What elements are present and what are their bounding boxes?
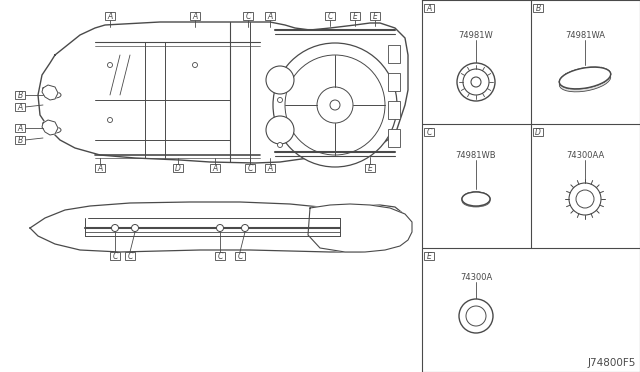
FancyBboxPatch shape: [235, 252, 245, 260]
Circle shape: [330, 100, 340, 110]
Text: E: E: [372, 12, 378, 21]
Text: J74800F5: J74800F5: [588, 358, 636, 368]
Circle shape: [266, 116, 294, 144]
Circle shape: [466, 306, 486, 326]
Bar: [388, 73, 400, 91]
Circle shape: [108, 62, 113, 67]
Text: C: C: [327, 12, 333, 21]
Polygon shape: [42, 120, 58, 135]
Text: B: B: [536, 4, 541, 13]
Text: A: A: [193, 12, 198, 21]
FancyBboxPatch shape: [533, 4, 543, 12]
Text: A: A: [17, 124, 22, 133]
FancyBboxPatch shape: [15, 103, 25, 111]
Polygon shape: [30, 202, 405, 252]
Ellipse shape: [559, 67, 611, 89]
Text: 74981W: 74981W: [459, 32, 493, 41]
Circle shape: [131, 224, 138, 231]
Circle shape: [111, 224, 118, 231]
Circle shape: [266, 66, 294, 94]
Circle shape: [216, 224, 223, 231]
FancyBboxPatch shape: [365, 164, 375, 172]
Circle shape: [463, 69, 489, 95]
Circle shape: [285, 55, 385, 155]
FancyBboxPatch shape: [15, 91, 25, 99]
FancyBboxPatch shape: [265, 12, 275, 20]
Text: 74300A: 74300A: [460, 273, 492, 282]
Text: A: A: [268, 164, 273, 173]
Circle shape: [569, 183, 601, 215]
Text: C: C: [245, 12, 251, 21]
Text: C: C: [112, 252, 118, 261]
Text: A: A: [108, 12, 113, 21]
FancyBboxPatch shape: [424, 4, 434, 12]
Text: C: C: [218, 252, 223, 261]
FancyBboxPatch shape: [15, 136, 25, 144]
FancyBboxPatch shape: [424, 252, 434, 260]
Text: A: A: [426, 4, 431, 13]
FancyBboxPatch shape: [424, 128, 434, 136]
Text: A: A: [97, 164, 102, 173]
Polygon shape: [308, 204, 412, 252]
FancyBboxPatch shape: [110, 252, 120, 260]
Bar: [388, 45, 400, 63]
Text: A: A: [268, 12, 273, 21]
Text: C: C: [426, 128, 432, 137]
Text: E: E: [427, 252, 431, 261]
Text: 74981WA: 74981WA: [565, 32, 605, 41]
FancyBboxPatch shape: [173, 164, 183, 172]
Text: B: B: [17, 91, 22, 100]
Text: E: E: [367, 164, 372, 173]
Text: E: E: [353, 12, 357, 21]
Text: A: A: [212, 164, 218, 173]
FancyBboxPatch shape: [210, 164, 220, 172]
Ellipse shape: [462, 195, 490, 207]
Bar: [388, 101, 400, 119]
Text: 74300AA: 74300AA: [566, 151, 604, 160]
Circle shape: [193, 62, 198, 67]
Circle shape: [278, 142, 282, 148]
Circle shape: [576, 190, 594, 208]
Circle shape: [317, 87, 353, 123]
Circle shape: [457, 63, 495, 101]
Text: C: C: [247, 164, 253, 173]
FancyBboxPatch shape: [533, 128, 543, 136]
Text: D: D: [535, 128, 541, 137]
Ellipse shape: [559, 70, 611, 92]
Ellipse shape: [462, 192, 490, 206]
Circle shape: [241, 224, 248, 231]
Circle shape: [273, 43, 397, 167]
FancyBboxPatch shape: [245, 164, 255, 172]
FancyBboxPatch shape: [15, 124, 25, 132]
Text: C: C: [237, 252, 243, 261]
Text: C: C: [127, 252, 132, 261]
FancyBboxPatch shape: [190, 12, 200, 20]
Polygon shape: [38, 22, 408, 163]
Ellipse shape: [462, 192, 490, 206]
FancyBboxPatch shape: [105, 12, 115, 20]
FancyBboxPatch shape: [325, 12, 335, 20]
Polygon shape: [42, 85, 58, 100]
Circle shape: [108, 118, 113, 122]
FancyBboxPatch shape: [265, 164, 275, 172]
Ellipse shape: [559, 67, 611, 89]
Circle shape: [459, 299, 493, 333]
FancyBboxPatch shape: [370, 12, 380, 20]
Text: D: D: [175, 164, 181, 173]
Circle shape: [471, 77, 481, 87]
Circle shape: [278, 97, 282, 103]
Bar: [388, 129, 400, 147]
Text: B: B: [17, 136, 22, 145]
FancyBboxPatch shape: [350, 12, 360, 20]
FancyBboxPatch shape: [125, 252, 135, 260]
Text: 74981WB: 74981WB: [456, 151, 496, 160]
Text: A: A: [17, 103, 22, 112]
FancyBboxPatch shape: [215, 252, 225, 260]
FancyBboxPatch shape: [95, 164, 105, 172]
FancyBboxPatch shape: [243, 12, 253, 20]
